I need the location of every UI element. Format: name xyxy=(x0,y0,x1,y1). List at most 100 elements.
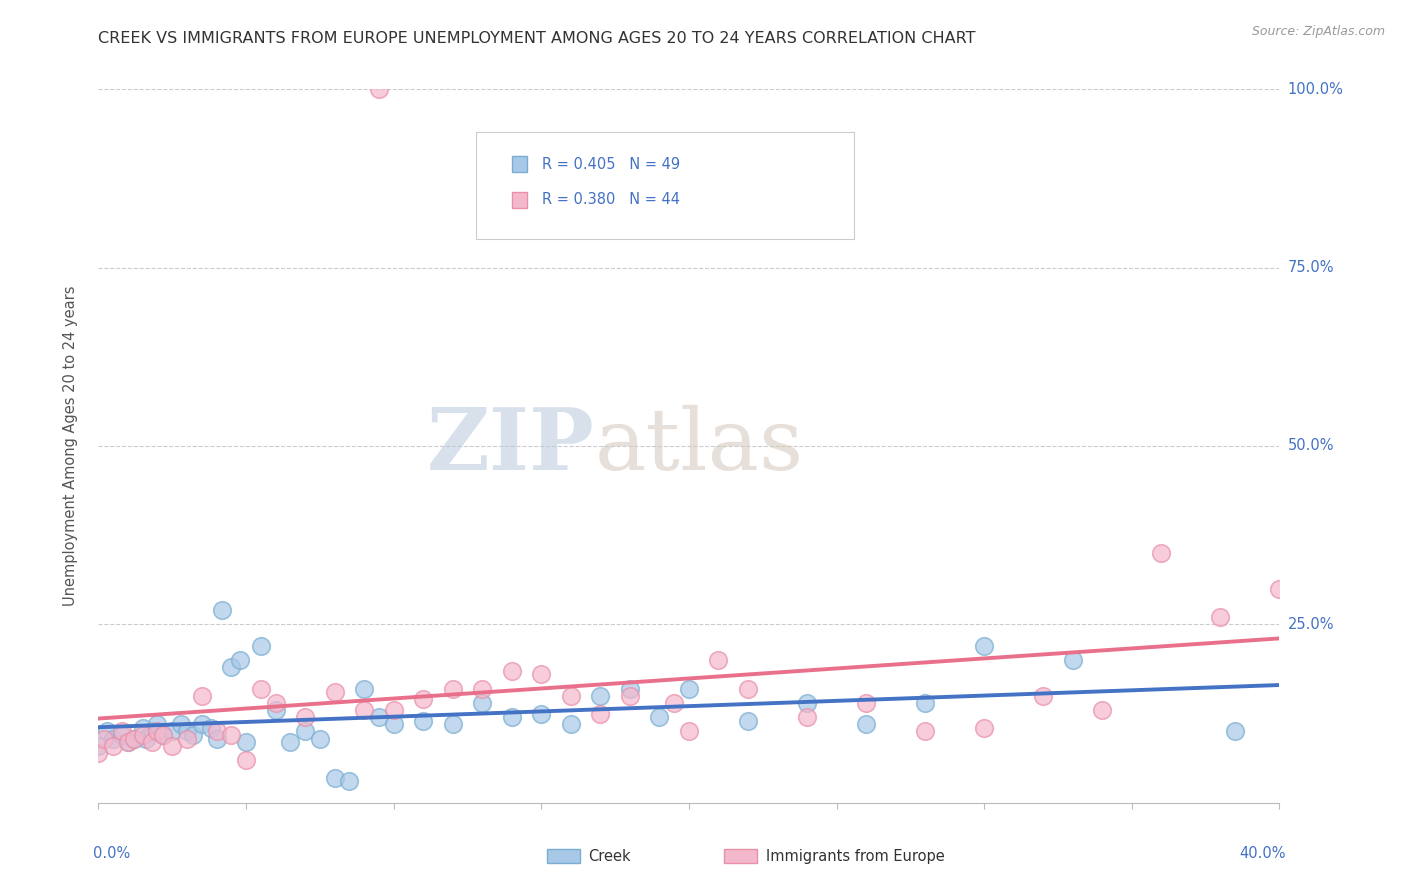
Point xyxy=(219,660,243,674)
Point xyxy=(250,639,273,653)
Point xyxy=(530,667,553,681)
Point xyxy=(191,689,214,703)
Point xyxy=(914,724,936,739)
Point xyxy=(337,774,360,789)
Point xyxy=(530,706,553,721)
Point xyxy=(219,728,243,742)
Bar xyxy=(724,849,758,863)
Point xyxy=(619,681,641,696)
Point xyxy=(181,728,204,742)
Point xyxy=(250,681,273,696)
Point xyxy=(648,710,671,724)
Point xyxy=(412,692,434,706)
Text: 75.0%: 75.0% xyxy=(1288,260,1334,275)
Point xyxy=(664,696,686,710)
Point xyxy=(103,731,125,746)
Y-axis label: Unemployment Among Ages 20 to 24 years: Unemployment Among Ages 20 to 24 years xyxy=(63,285,77,607)
Point xyxy=(441,717,464,731)
Point xyxy=(973,721,995,735)
Point xyxy=(382,717,405,731)
Point xyxy=(103,739,125,753)
Point xyxy=(737,714,759,728)
Point xyxy=(200,721,222,735)
Point xyxy=(1062,653,1084,667)
Point xyxy=(176,724,198,739)
Point xyxy=(1268,582,1291,596)
Text: 50.0%: 50.0% xyxy=(1288,439,1334,453)
Point xyxy=(176,731,198,746)
Point xyxy=(441,681,464,696)
Point xyxy=(278,735,302,749)
Point xyxy=(471,681,494,696)
Point xyxy=(235,753,257,767)
Point xyxy=(589,706,612,721)
Point xyxy=(294,724,316,739)
Text: 100.0%: 100.0% xyxy=(1288,82,1344,96)
Point xyxy=(678,681,700,696)
Point xyxy=(737,681,759,696)
Text: R = 0.380   N = 44: R = 0.380 N = 44 xyxy=(541,193,679,207)
Point xyxy=(707,653,730,667)
Point xyxy=(93,731,115,746)
Point xyxy=(162,739,183,753)
Text: atlas: atlas xyxy=(595,404,804,488)
Point xyxy=(589,689,612,703)
Point xyxy=(309,731,332,746)
Point xyxy=(619,689,641,703)
Point xyxy=(1223,724,1246,739)
Text: ZIP: ZIP xyxy=(426,404,595,488)
Point xyxy=(152,728,174,742)
Point xyxy=(117,735,139,749)
Point xyxy=(1032,689,1054,703)
Point xyxy=(146,724,169,739)
Point xyxy=(87,739,110,753)
FancyBboxPatch shape xyxy=(477,132,855,239)
Point xyxy=(205,731,228,746)
Point xyxy=(560,717,582,731)
Point xyxy=(796,710,818,724)
Point xyxy=(323,685,346,699)
Point xyxy=(132,728,155,742)
Point xyxy=(162,724,183,739)
Point xyxy=(264,703,287,717)
Bar xyxy=(547,849,581,863)
Bar xyxy=(512,192,527,208)
Point xyxy=(368,82,391,96)
Point xyxy=(412,714,434,728)
Point xyxy=(235,735,257,749)
Point xyxy=(135,731,157,746)
Text: 40.0%: 40.0% xyxy=(1239,846,1285,861)
Bar xyxy=(512,156,527,172)
Point xyxy=(170,717,193,731)
Text: Immigrants from Europe: Immigrants from Europe xyxy=(766,849,945,863)
Point xyxy=(141,724,163,739)
Point xyxy=(471,696,494,710)
Point xyxy=(501,664,523,678)
Point xyxy=(1150,546,1173,560)
Point xyxy=(191,717,214,731)
Text: CREEK VS IMMIGRANTS FROM EUROPE UNEMPLOYMENT AMONG AGES 20 TO 24 YEARS CORRELATI: CREEK VS IMMIGRANTS FROM EUROPE UNEMPLOY… xyxy=(98,31,976,46)
Point xyxy=(501,710,523,724)
Point xyxy=(152,728,174,742)
Point xyxy=(111,728,134,742)
Point xyxy=(382,703,405,717)
Point xyxy=(146,717,169,731)
Point xyxy=(117,735,139,749)
Text: Creek: Creek xyxy=(589,849,631,863)
Point xyxy=(1209,610,1232,624)
Text: 0.0%: 0.0% xyxy=(93,846,129,861)
Point xyxy=(855,696,877,710)
Point xyxy=(205,724,228,739)
Point xyxy=(560,689,582,703)
Point xyxy=(229,653,252,667)
Point xyxy=(323,771,346,785)
Point xyxy=(294,710,316,724)
Point xyxy=(111,724,134,739)
Point xyxy=(87,746,110,760)
Point xyxy=(211,603,233,617)
Point xyxy=(132,721,155,735)
Point xyxy=(973,639,995,653)
Point xyxy=(678,724,700,739)
Point xyxy=(264,696,287,710)
Point xyxy=(353,703,375,717)
